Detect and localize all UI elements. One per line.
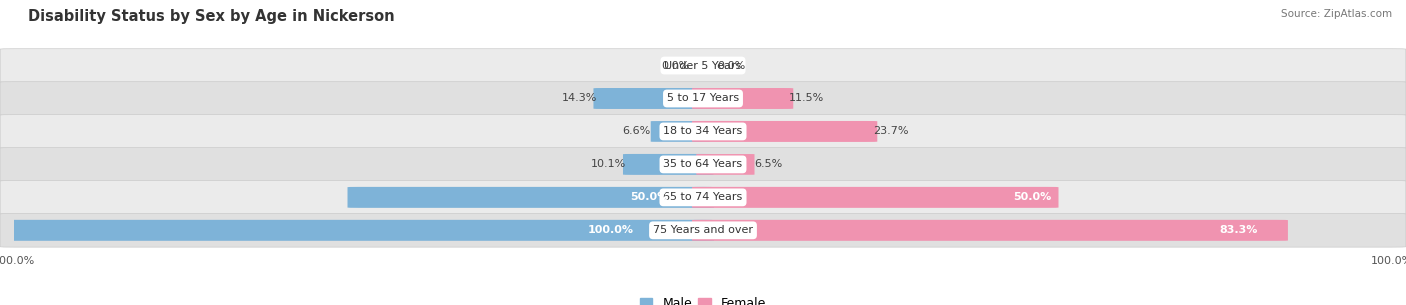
Text: 6.6%: 6.6% [623,127,651,136]
Text: 35 to 64 Years: 35 to 64 Years [664,160,742,169]
Text: 100.0%: 100.0% [588,225,634,235]
Text: 14.3%: 14.3% [562,94,598,103]
Text: 5 to 17 Years: 5 to 17 Years [666,94,740,103]
FancyBboxPatch shape [3,220,714,241]
Text: Disability Status by Sex by Age in Nickerson: Disability Status by Sex by Age in Nicke… [28,9,395,24]
Text: Source: ZipAtlas.com: Source: ZipAtlas.com [1281,9,1392,19]
FancyBboxPatch shape [623,154,713,175]
Text: 75 Years and over: 75 Years and over [652,225,754,235]
FancyBboxPatch shape [651,121,710,142]
FancyBboxPatch shape [0,115,1406,148]
Text: 0.0%: 0.0% [717,60,745,70]
Text: 23.7%: 23.7% [873,127,908,136]
FancyBboxPatch shape [0,82,1406,115]
FancyBboxPatch shape [0,214,1406,247]
Text: 50.0%: 50.0% [630,192,669,202]
Text: 11.5%: 11.5% [789,94,824,103]
Text: 6.5%: 6.5% [755,160,783,169]
FancyBboxPatch shape [692,121,877,142]
Text: 50.0%: 50.0% [1012,192,1052,202]
FancyBboxPatch shape [696,154,755,175]
FancyBboxPatch shape [0,49,1406,82]
Legend: Male, Female: Male, Female [636,292,770,305]
FancyBboxPatch shape [692,187,1059,208]
Text: Under 5 Years: Under 5 Years [665,60,741,70]
Text: 65 to 74 Years: 65 to 74 Years [664,192,742,202]
FancyBboxPatch shape [593,88,714,109]
FancyBboxPatch shape [0,148,1406,181]
FancyBboxPatch shape [692,88,793,109]
FancyBboxPatch shape [0,181,1406,214]
FancyBboxPatch shape [692,220,1288,241]
Text: 83.3%: 83.3% [1219,225,1258,235]
FancyBboxPatch shape [347,187,714,208]
Text: 18 to 34 Years: 18 to 34 Years [664,127,742,136]
Text: 0.0%: 0.0% [661,60,689,70]
Text: 10.1%: 10.1% [592,160,627,169]
